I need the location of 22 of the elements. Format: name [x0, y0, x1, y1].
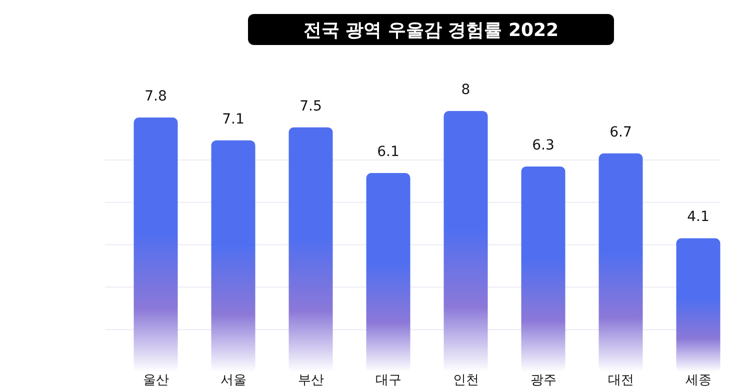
x-tick-label: 서울	[220, 373, 246, 387]
bar	[676, 238, 720, 372]
x-tick-label: 대전	[608, 373, 634, 387]
data-label: 7.1	[222, 111, 244, 128]
data-label: 8	[461, 82, 470, 98]
title: 전국 광역 우울감 경험률 2022	[248, 14, 614, 45]
data-label: 4.1	[687, 209, 710, 226]
data-label: 7.8	[144, 88, 167, 105]
bar	[598, 153, 643, 372]
data-label: 6.3	[532, 137, 554, 154]
chart-title: 전국 광역 우울감 경험률 2022	[303, 20, 559, 41]
bar	[521, 166, 566, 372]
x-tick-label: 대구	[375, 373, 402, 387]
x-tick-label: 세종	[685, 373, 712, 387]
data-label: 6.1	[377, 144, 400, 160]
x-tick-label: 광주	[530, 373, 556, 387]
data-label: 7.5	[300, 98, 322, 114]
bar	[366, 172, 410, 372]
x-tick-label: 부산	[298, 373, 324, 387]
x-tick-label: 울산	[142, 373, 169, 387]
data-label: 6.7	[610, 124, 632, 140]
x-tick-label: 인천	[452, 373, 479, 387]
